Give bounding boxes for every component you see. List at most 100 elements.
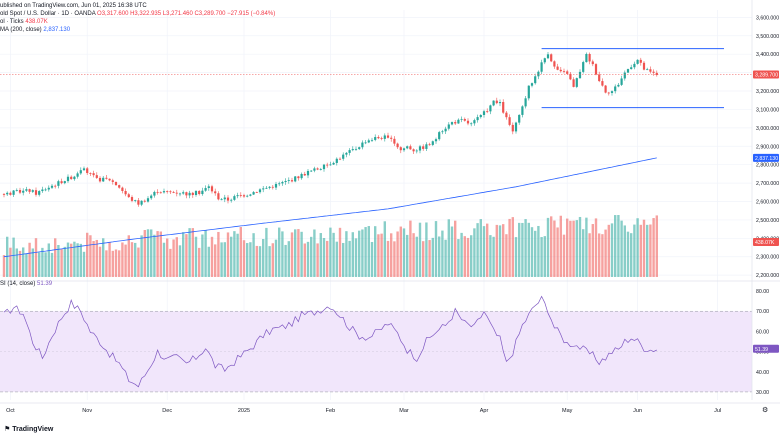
volume-bar bbox=[86, 232, 89, 277]
candle-body bbox=[639, 59, 642, 63]
volume-bar bbox=[444, 239, 447, 277]
candle-body bbox=[12, 190, 15, 195]
volume-bar bbox=[543, 236, 546, 277]
candle-body bbox=[652, 71, 655, 73]
candle-body bbox=[242, 195, 246, 197]
volume-bar bbox=[626, 231, 630, 277]
volume-bar bbox=[610, 223, 614, 277]
price-tick-label: 2,500.000 bbox=[756, 218, 779, 224]
volume-bar bbox=[306, 241, 310, 277]
rsi-line bbox=[3, 295, 657, 388]
candle-body bbox=[175, 192, 178, 194]
volume-bar bbox=[614, 215, 617, 277]
volume-bar bbox=[297, 229, 300, 277]
volume-bar bbox=[396, 231, 399, 277]
candle-body bbox=[252, 192, 255, 195]
candle-body bbox=[217, 193, 220, 200]
volume-bar bbox=[143, 230, 146, 277]
volume-bar bbox=[559, 215, 562, 277]
candle-body bbox=[361, 142, 364, 148]
candle-body bbox=[201, 190, 204, 195]
candle-body bbox=[476, 117, 479, 121]
candle-body bbox=[562, 71, 566, 73]
symbol-name[interactable]: old Spot / U.S. Dollar · 1D · OANDA bbox=[0, 11, 96, 17]
candle-body bbox=[310, 170, 313, 172]
volume-bar bbox=[428, 240, 431, 277]
volume-bar bbox=[342, 242, 345, 277]
candle-body bbox=[626, 69, 630, 73]
candle-body bbox=[31, 190, 34, 192]
rsi-legend-label[interactable]: SI (14, close) bbox=[0, 281, 36, 287]
candle-body bbox=[188, 192, 191, 196]
published-line: ublished on TradingView.com, Jun 01, 202… bbox=[0, 3, 147, 9]
price-tick-label: 3,200.000 bbox=[756, 89, 779, 95]
candle-body bbox=[450, 122, 454, 125]
volume-bar bbox=[409, 220, 412, 277]
volume-bar bbox=[370, 242, 374, 277]
volume-bar bbox=[207, 246, 210, 277]
rsi-value-tag: 51.39 bbox=[755, 347, 768, 353]
volume-bar bbox=[329, 227, 332, 277]
volume-bar bbox=[310, 236, 313, 277]
candle-body bbox=[415, 150, 418, 152]
volume-bar bbox=[294, 229, 297, 277]
volume-bar bbox=[604, 229, 607, 277]
candle-body bbox=[646, 69, 649, 71]
volume-bar bbox=[50, 252, 54, 277]
volume-bar bbox=[89, 235, 92, 277]
volume-bar bbox=[300, 231, 303, 277]
volume-bar bbox=[60, 249, 63, 277]
volume-bar bbox=[153, 234, 156, 277]
volume-layer bbox=[2, 215, 658, 277]
candle-body bbox=[588, 53, 591, 62]
candle-body bbox=[220, 199, 223, 201]
volume-bar bbox=[361, 229, 364, 277]
candle-body bbox=[620, 78, 623, 85]
candle-body bbox=[514, 122, 518, 132]
candle-body bbox=[434, 139, 438, 142]
candle-body bbox=[377, 137, 380, 139]
volume-bar bbox=[111, 250, 114, 277]
volume-bar bbox=[383, 221, 386, 277]
volume-bar bbox=[124, 244, 127, 277]
candle-body bbox=[348, 150, 351, 153]
volume-bar bbox=[460, 232, 463, 277]
settings-gear-icon[interactable]: ⚙ bbox=[762, 406, 768, 414]
candle-body bbox=[354, 148, 358, 150]
volume-bar bbox=[431, 237, 434, 277]
volume-bar bbox=[274, 239, 278, 277]
volume-bar bbox=[351, 232, 354, 277]
candle-body bbox=[441, 131, 444, 133]
volume-bar bbox=[655, 215, 658, 277]
volume-bar bbox=[150, 229, 153, 277]
candle-body bbox=[268, 186, 271, 188]
volume-bar bbox=[169, 248, 172, 277]
volume-bar bbox=[630, 233, 633, 277]
candle-body bbox=[617, 84, 620, 87]
volume-bar bbox=[562, 234, 566, 277]
footer-brand[interactable]: ⚑ TradingView bbox=[4, 425, 53, 433]
candle-body bbox=[601, 81, 604, 86]
time-tick-label: Mar bbox=[399, 408, 409, 414]
volume-bar bbox=[489, 235, 492, 277]
candle-body bbox=[422, 146, 425, 149]
candle-body bbox=[527, 85, 530, 99]
volume-bar bbox=[70, 243, 73, 277]
candle-body bbox=[642, 62, 646, 70]
candle-body bbox=[572, 79, 575, 87]
candle-body bbox=[22, 190, 25, 193]
candle-body bbox=[28, 189, 31, 192]
volume-bar bbox=[242, 240, 246, 277]
volume-bar bbox=[434, 221, 438, 277]
ma-value-tag: 2,837.130 bbox=[755, 156, 778, 162]
candle-body bbox=[524, 98, 527, 107]
candle-body bbox=[38, 191, 41, 195]
volume-bar bbox=[617, 215, 620, 277]
volume-bar bbox=[450, 226, 454, 277]
candle-body bbox=[185, 192, 188, 196]
volume-legend-label[interactable]: ol · Ticks bbox=[0, 19, 24, 25]
legend: ublished on TradingView.com, Jun 01, 202… bbox=[0, 2, 275, 34]
ma-legend-label[interactable]: MA (200, close) bbox=[0, 27, 42, 33]
